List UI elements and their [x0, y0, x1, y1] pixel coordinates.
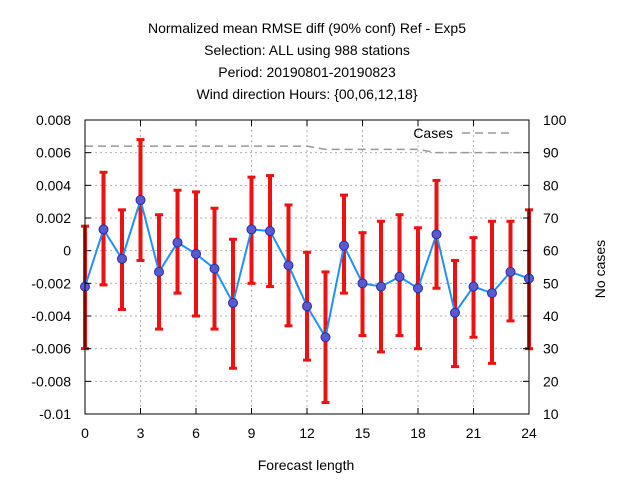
data-point — [265, 226, 275, 237]
legend: Cases — [413, 125, 510, 141]
y2-axis-label: No cases — [592, 240, 608, 298]
data-point — [302, 301, 312, 312]
legend-label-cases: Cases — [413, 125, 453, 141]
x-tick-label: 6 — [192, 425, 200, 441]
x-tick-label: 9 — [248, 425, 256, 441]
x-tick-label: 18 — [410, 425, 426, 441]
title-line-1: Normalized mean RMSE diff (90% conf) Ref… — [148, 20, 466, 36]
y-tick-label: 0.006 — [36, 145, 71, 161]
title-line-2: Selection: ALL using 988 stations — [204, 42, 410, 58]
data-point — [191, 248, 201, 259]
y-tick-label: -0.01 — [39, 406, 71, 422]
y-tick-label: 0.002 — [36, 210, 71, 226]
cases-layer — [85, 145, 529, 154]
x-tick-label: 0 — [81, 425, 89, 441]
title-line-4: Wind direction Hours: {00,06,12,18} — [196, 86, 417, 102]
data-point — [283, 260, 294, 271]
y2-tick-label: 80 — [543, 177, 559, 193]
data-point — [487, 288, 497, 299]
y2-tick-label: 70 — [543, 210, 559, 226]
x-tick-label: 3 — [137, 425, 145, 441]
y2-tick-label: 20 — [543, 373, 559, 389]
y2-tick-label: 30 — [543, 341, 559, 357]
x-tick-label: 15 — [355, 425, 371, 441]
data-point — [468, 281, 479, 292]
data-point — [339, 240, 349, 251]
y2-tick-label: 50 — [543, 275, 559, 291]
title-line-3: Period: 20190801-20190823 — [218, 64, 396, 80]
data-point — [209, 263, 220, 274]
y-tick-label: -0.002 — [31, 275, 71, 291]
x-tick-label: 24 — [521, 425, 537, 441]
data-point — [320, 332, 331, 343]
data-point — [450, 307, 460, 318]
chart-title: Normalized mean RMSE diff (90% conf) Ref… — [148, 20, 466, 102]
y2-tick-label: 100 — [543, 112, 567, 128]
data-point — [172, 237, 183, 248]
data-point — [394, 271, 405, 282]
data-point — [246, 224, 257, 235]
y-tick-label: -0.008 — [31, 373, 71, 389]
x-tick-label: 12 — [299, 425, 315, 441]
data-point — [98, 224, 109, 235]
cases-line — [85, 145, 529, 154]
series-markers — [80, 195, 534, 343]
data-point — [154, 266, 164, 277]
axis-ticks: 0 3 6 9 12 15 18 21 24 -0.01 -0.008 -0.006 -0.004 -0.… — [31, 112, 566, 441]
data-point — [357, 278, 368, 289]
x-tick-label: 21 — [466, 425, 482, 441]
x-axis-label: Forecast length — [258, 457, 355, 473]
y2-tick-label: 90 — [543, 145, 559, 161]
data-point — [135, 195, 146, 206]
data-point — [117, 253, 127, 264]
y2-tick-label: 60 — [543, 243, 559, 259]
y-tick-label: 0.004 — [36, 177, 71, 193]
data-point — [413, 283, 423, 294]
y-tick-label: -0.006 — [31, 341, 71, 357]
data-point — [228, 297, 238, 308]
data-point — [376, 281, 386, 292]
data-point — [431, 229, 442, 240]
y2-tick-label: 40 — [543, 308, 559, 324]
error-bars — [81, 138, 533, 405]
data-point — [505, 266, 516, 277]
y-tick-label: 0.008 — [36, 112, 71, 128]
y2-tick-label: 10 — [543, 406, 559, 422]
y-tick-label: 0 — [63, 243, 71, 259]
y-tick-label: -0.004 — [31, 308, 71, 324]
